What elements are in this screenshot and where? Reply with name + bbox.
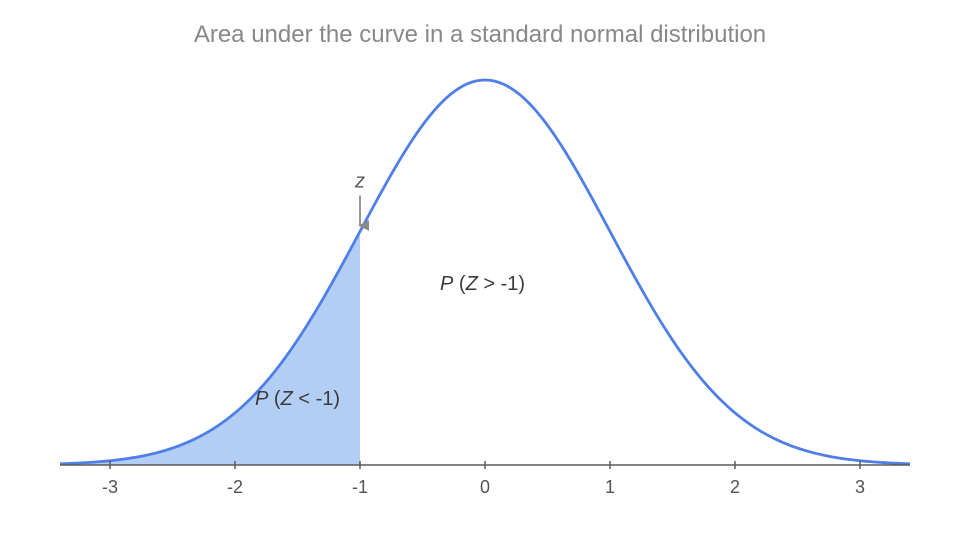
x-ticks: -3 -2 -1 0 1 2 3 bbox=[102, 461, 865, 497]
x-tick-label: 2 bbox=[730, 477, 740, 497]
chart-title: Area under the curve in a standard norma… bbox=[194, 21, 766, 48]
x-tick-label: -1 bbox=[352, 477, 368, 497]
normal-curve bbox=[60, 80, 910, 464]
x-tick-label: 1 bbox=[605, 477, 615, 497]
z-label: z bbox=[354, 170, 365, 192]
right-region-label: P (Z > -1) bbox=[440, 273, 525, 295]
x-tick-label: 0 bbox=[480, 477, 490, 497]
left-region-label: P (Z < -1) bbox=[255, 388, 340, 410]
x-tick-label: -2 bbox=[227, 477, 243, 497]
x-tick-label: -3 bbox=[102, 477, 118, 497]
x-tick-label: 3 bbox=[855, 477, 865, 497]
normal-distribution-chart: Area under the curve in a standard norma… bbox=[0, 0, 960, 540]
